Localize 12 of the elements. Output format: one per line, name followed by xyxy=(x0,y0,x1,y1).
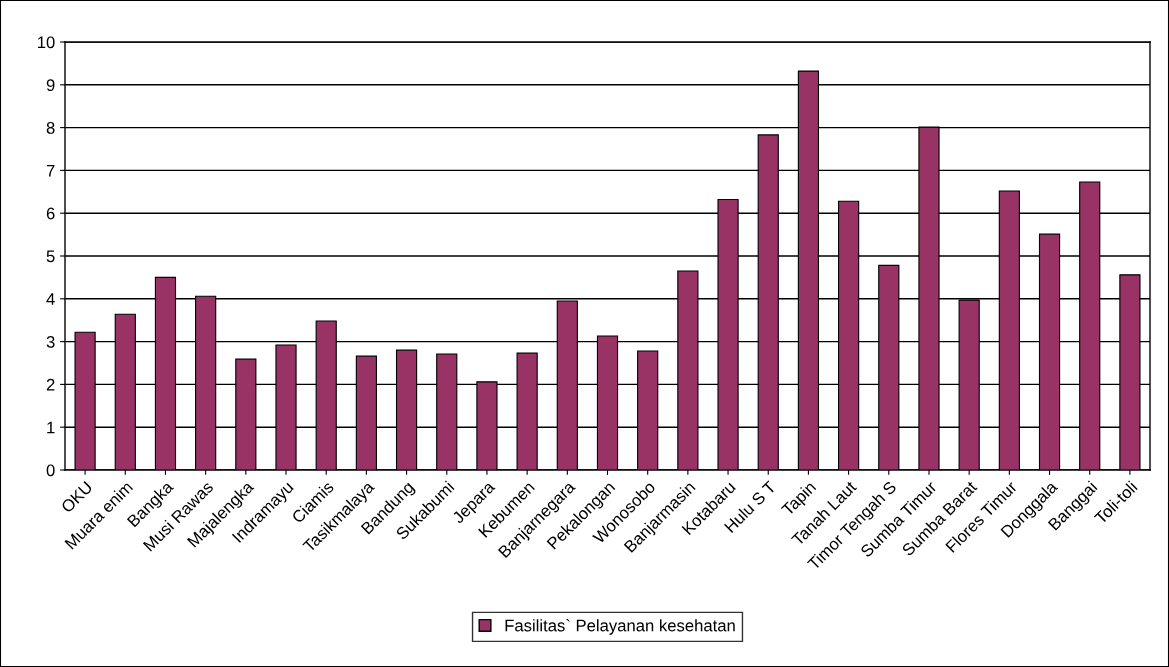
y-tick-label: 10 xyxy=(38,36,55,49)
y-tick-label: 0 xyxy=(46,464,55,477)
y-tick-label: 3 xyxy=(46,336,55,348)
y-tick-label: 6 xyxy=(46,207,55,220)
y-tick-label: 8 xyxy=(46,122,55,134)
y-tick-label: 9 xyxy=(46,79,55,91)
y-tick-label: 4 xyxy=(46,293,55,305)
y-tick-label: 5 xyxy=(46,250,55,263)
y-tick-label: 1 xyxy=(47,421,55,434)
y-tick-label: 2 xyxy=(46,378,55,391)
legend-label: Fasilitas` Pelayanan kesehatan xyxy=(505,619,735,635)
y-tick-label: 7 xyxy=(46,164,55,177)
